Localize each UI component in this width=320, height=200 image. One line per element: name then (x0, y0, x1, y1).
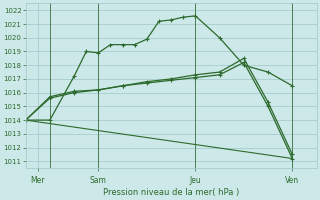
X-axis label: Pression niveau de la mer( hPa ): Pression niveau de la mer( hPa ) (103, 188, 239, 197)
